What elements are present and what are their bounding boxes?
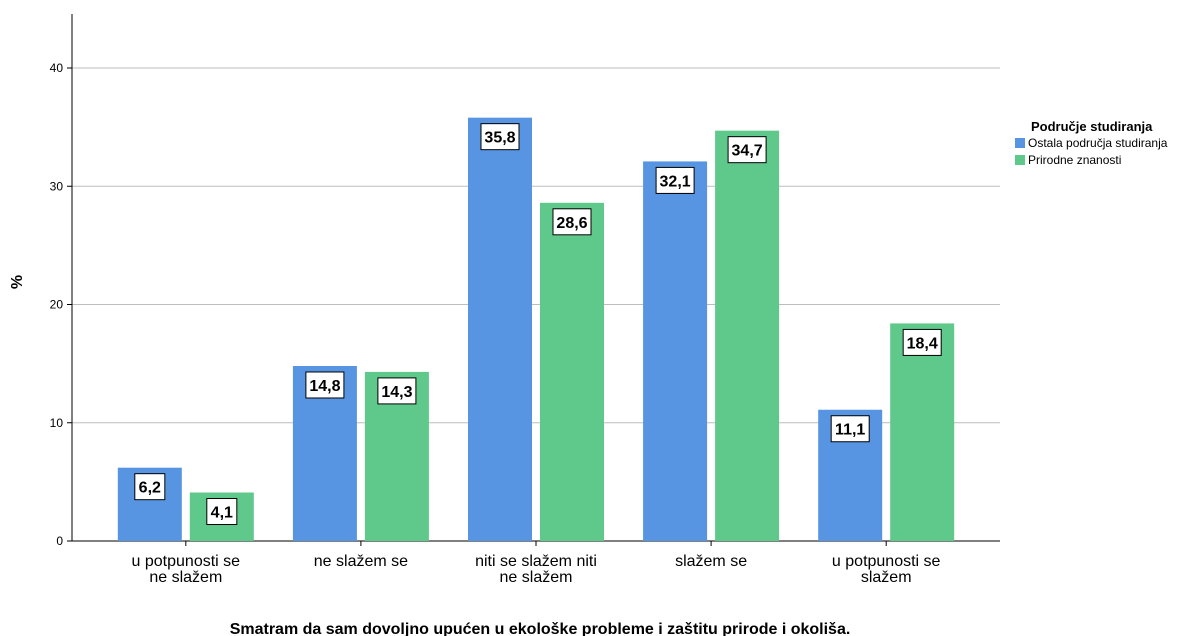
data-label-box xyxy=(134,473,166,501)
y-tick-label: 20 xyxy=(50,298,64,312)
data-label-box xyxy=(206,498,238,526)
data-label-box xyxy=(480,123,520,151)
data-label-box xyxy=(655,166,695,194)
bar xyxy=(890,323,955,541)
category-label-line: slažem xyxy=(861,569,912,586)
bar xyxy=(540,202,604,541)
category-label: ne slažem se xyxy=(314,553,408,570)
grid-lines xyxy=(72,67,1000,424)
data-label: 28,6 xyxy=(556,215,587,232)
data-label-box xyxy=(727,136,767,164)
data-label: 35,8 xyxy=(484,130,515,147)
data-label: 6,2 xyxy=(139,480,161,497)
category-label-line: slažem se xyxy=(675,553,747,570)
legend-entry: Ostala područja studiranja xyxy=(1028,136,1168,150)
bar xyxy=(715,130,780,542)
data-label: 34,7 xyxy=(732,143,763,160)
category-label-line: u potpunosti se xyxy=(832,553,941,570)
legend: Područje studiranja Ostala područja stud… xyxy=(1015,119,1168,167)
data-label-box xyxy=(305,371,345,399)
data-label: 4,1 xyxy=(211,505,233,522)
x-axis-label: Smatram da sam dovoljno upućen u ekološk… xyxy=(230,621,851,636)
bar xyxy=(468,117,532,541)
y-tick-label: 0 xyxy=(56,534,63,548)
y-tick-label: 30 xyxy=(50,179,64,193)
legend-entry: Prirodne znanosti xyxy=(1028,153,1121,167)
category-label-line: ne slažem se xyxy=(314,553,408,570)
category-label: u potpunosti se slažem xyxy=(832,553,941,586)
data-label-box xyxy=(902,328,942,356)
legend-swatch xyxy=(1015,138,1025,148)
category-label-line: niti se slažem niti xyxy=(475,553,597,570)
data-label-box xyxy=(377,377,417,405)
category-label: u potpunosti se ne slažem xyxy=(132,553,241,586)
data-label: 14,3 xyxy=(381,384,412,401)
bars xyxy=(117,117,955,542)
category-label-line: u potpunosti se xyxy=(132,553,241,570)
data-label-box xyxy=(830,415,870,443)
data-label: 18,4 xyxy=(907,335,938,352)
data-label-box xyxy=(552,208,592,236)
data-label: 32,1 xyxy=(660,173,691,190)
data-label: 14,8 xyxy=(309,378,340,395)
data-label: 11,1 xyxy=(835,422,865,439)
data-labels: 6,2 4,1 14,8 14,3 35,8 28,6 32,1 34,7 11,1 18,4 xyxy=(134,123,942,526)
category-label-line: ne slažem xyxy=(500,569,573,586)
y-tick-label: 10 xyxy=(50,416,64,430)
legend-title: Područje studiranja xyxy=(1031,119,1153,134)
category-label: slažem se xyxy=(675,553,747,570)
category-label-line: ne slažem xyxy=(149,569,222,586)
legend-swatch xyxy=(1015,155,1025,165)
category-label: niti se slažem niti ne slažem xyxy=(475,553,597,586)
y-tick-label: 40 xyxy=(50,61,64,75)
bar xyxy=(643,161,708,542)
y-axis-label: % xyxy=(9,275,26,289)
